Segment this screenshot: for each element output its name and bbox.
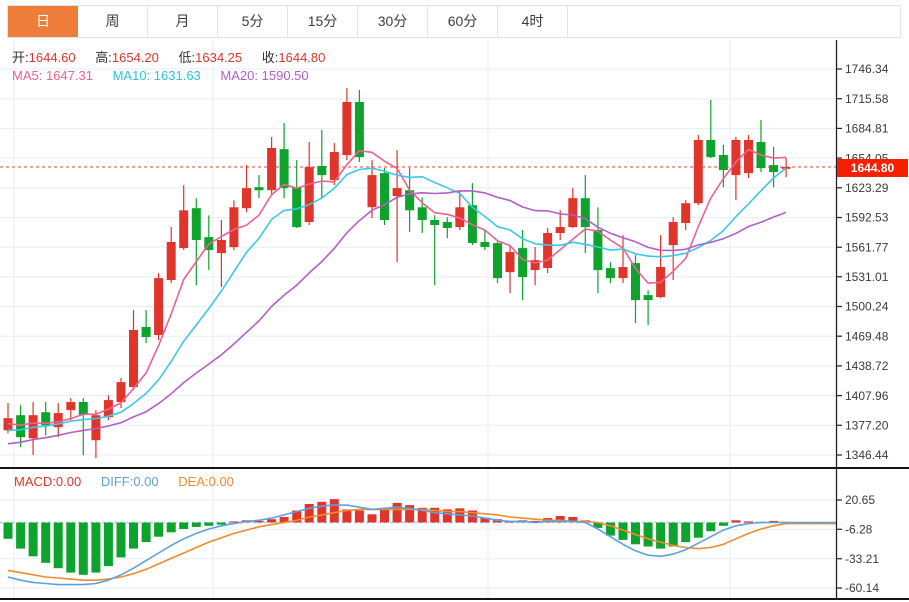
svg-text:-6.28: -6.28	[845, 523, 873, 537]
tab-60min[interactable]: 60分	[428, 6, 498, 37]
svg-text:1407.96: 1407.96	[845, 389, 889, 403]
tab-4hour[interactable]: 4时	[498, 6, 568, 37]
tab-month[interactable]: 月	[148, 6, 218, 37]
tab-5min[interactable]: 5分	[218, 6, 288, 37]
svg-text:1438.72: 1438.72	[845, 359, 889, 373]
tab-30min[interactable]: 30分	[358, 6, 428, 37]
svg-text:1592.53: 1592.53	[845, 211, 889, 225]
svg-text:1346.44: 1346.44	[845, 448, 889, 462]
tab-15min[interactable]: 15分	[288, 6, 358, 37]
svg-text:1531.01: 1531.01	[845, 270, 889, 284]
svg-text:1500.24: 1500.24	[845, 300, 889, 314]
svg-text:1377.20: 1377.20	[845, 419, 889, 433]
svg-text:1684.81: 1684.81	[845, 122, 889, 136]
svg-text:1469.48: 1469.48	[845, 329, 889, 343]
current-price-tag: 1644.80	[837, 159, 908, 177]
timeframe-tabbar: 日 周 月 5分 15分 30分 60分 4时	[7, 5, 901, 38]
tab-day[interactable]: 日	[8, 6, 78, 37]
svg-text:1715.58: 1715.58	[845, 92, 889, 106]
svg-text:-33.21: -33.21	[845, 552, 879, 566]
svg-text:20.65: 20.65	[845, 493, 875, 507]
svg-text:-60.14: -60.14	[845, 581, 879, 595]
tab-week[interactable]: 周	[78, 6, 148, 37]
svg-text:1746.34: 1746.34	[845, 62, 889, 76]
svg-text:1623.29: 1623.29	[845, 181, 889, 195]
svg-text:1561.77: 1561.77	[845, 240, 889, 254]
